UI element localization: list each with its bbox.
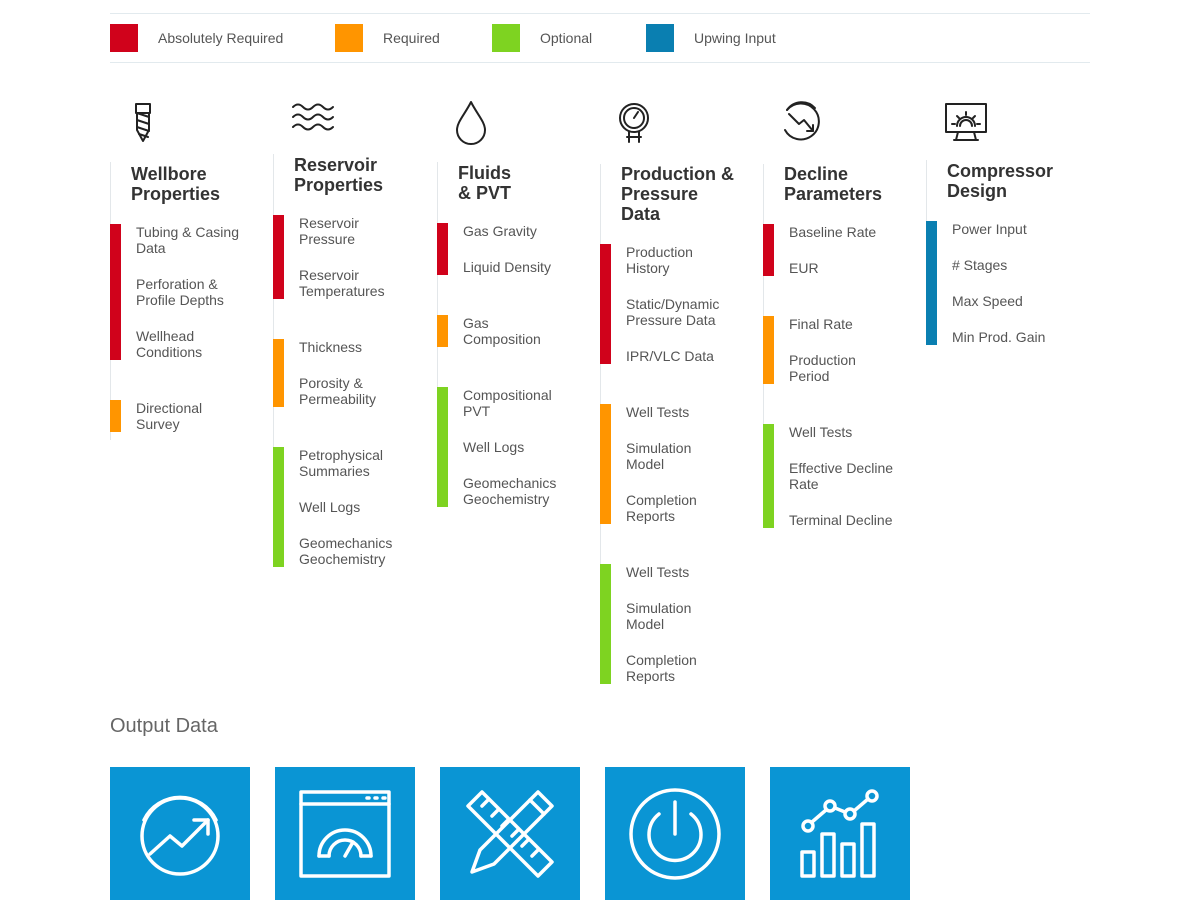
output-tile-analytics[interactable] <box>770 767 910 900</box>
list-item: Geomechanics Geochemistry <box>463 475 557 507</box>
priority-bar <box>600 564 611 684</box>
output-section-title: Output Data <box>110 715 218 737</box>
priority-bar <box>437 315 448 347</box>
list-item: Gas Composition <box>463 315 541 347</box>
legend-item-upwing-input: Upwing Input <box>646 24 776 52</box>
legend-swatch <box>646 24 674 52</box>
decline-chart-icon <box>784 101 820 141</box>
column-title: Reservoir Properties <box>294 155 384 195</box>
legend: Absolutely Required Required Optional Up… <box>110 13 1090 63</box>
legend-swatch <box>335 24 363 52</box>
list-item: Directional Survey <box>136 400 203 432</box>
priority-bar <box>926 221 937 345</box>
priority-bar <box>110 224 121 360</box>
legend-swatch <box>110 24 138 52</box>
compressor-monitor-icon <box>945 103 987 141</box>
pressure-gauge-icon <box>619 103 649 143</box>
priority-bar <box>110 400 121 432</box>
list-item: Completion Reports <box>626 652 697 684</box>
list-item: # Stages <box>952 257 1008 273</box>
power-icon <box>629 787 721 880</box>
list-item: Max Speed <box>952 293 1023 309</box>
priority-bar <box>763 224 774 276</box>
priority-bar <box>600 244 611 364</box>
list-item: Baseline Rate <box>789 224 877 240</box>
priority-bar <box>273 339 284 407</box>
output-tile-tools[interactable] <box>440 767 580 900</box>
column-title: Wellbore Properties <box>131 164 221 204</box>
priority-bar <box>273 447 284 567</box>
waves-icon <box>292 103 334 131</box>
list-item: Gas Gravity <box>463 223 537 239</box>
list-item: EUR <box>789 260 819 276</box>
legend-item-absolutely-required: Absolutely Required <box>110 24 283 52</box>
bar-line-chart-icon <box>800 788 879 878</box>
dashboard-gauge-icon <box>299 789 391 878</box>
legend-label: Required <box>383 30 440 46</box>
list-item: Effective Decline Rate <box>789 460 894 492</box>
list-item: Production Period <box>789 352 856 384</box>
list-item: IPR/VLC Data <box>626 348 714 364</box>
output-tile-trend[interactable] <box>110 767 250 900</box>
list-item: Compositional PVT <box>463 387 552 419</box>
list-item: Tubing & Casing Data <box>136 224 239 256</box>
legend-item-optional: Optional <box>492 24 592 52</box>
list-item: Power Input <box>952 221 1027 237</box>
priority-bar <box>437 223 448 275</box>
list-item: Well Logs <box>463 439 525 455</box>
column-title: Decline Parameters <box>784 164 883 204</box>
legend-label: Optional <box>540 30 593 46</box>
list-item: Final Rate <box>789 316 853 332</box>
list-item: Completion Reports <box>626 492 697 524</box>
output-tile-power[interactable] <box>605 767 745 900</box>
column-title: Fluids & PVT <box>458 163 512 203</box>
legend-label: Absolutely Required <box>158 30 284 46</box>
column-title: Compressor Design <box>947 161 1054 201</box>
list-item: Petrophysical Summaries <box>299 447 384 479</box>
list-item: Well Logs <box>299 499 361 515</box>
list-item: Simulation Model <box>626 440 692 472</box>
legend-item-required: Required <box>335 24 440 52</box>
list-item: Simulation Model <box>626 600 692 632</box>
list-item: Geomechanics Geochemistry <box>299 535 393 567</box>
trend-up-circle-icon <box>140 795 220 876</box>
column-title: Production & Pressure Data <box>621 164 734 224</box>
list-item: Well Tests <box>789 424 853 440</box>
list-item: Min Prod. Gain <box>952 329 1046 345</box>
droplet-icon <box>456 101 486 145</box>
list-item: Reservoir Pressure <box>299 215 359 247</box>
output-tile-dashboard[interactable] <box>275 767 415 900</box>
priority-bar <box>437 387 448 507</box>
list-item: Thickness <box>299 339 363 355</box>
list-item: Terminal Decline <box>789 512 893 528</box>
priority-bar <box>600 404 611 524</box>
drill-bit-icon <box>135 103 151 142</box>
list-item: Wellhead Conditions <box>136 328 203 360</box>
priority-bar <box>273 215 284 299</box>
list-item: Perforation & Profile Depths <box>136 276 224 308</box>
list-item: Porosity & Permeability <box>299 375 377 407</box>
priority-bar <box>763 424 774 528</box>
list-item: Well Tests <box>626 564 690 580</box>
list-item: Static/Dynamic Pressure Data <box>626 296 720 328</box>
ruler-pencil-icon <box>466 789 554 878</box>
legend-label: Upwing Input <box>694 30 776 46</box>
list-item: Reservoir Temperatures <box>299 267 385 299</box>
list-item: Liquid Density <box>463 259 551 275</box>
priority-bar <box>763 316 774 384</box>
list-item: Well Tests <box>626 404 690 420</box>
legend-swatch <box>492 24 520 52</box>
list-item: Production History <box>626 244 693 276</box>
